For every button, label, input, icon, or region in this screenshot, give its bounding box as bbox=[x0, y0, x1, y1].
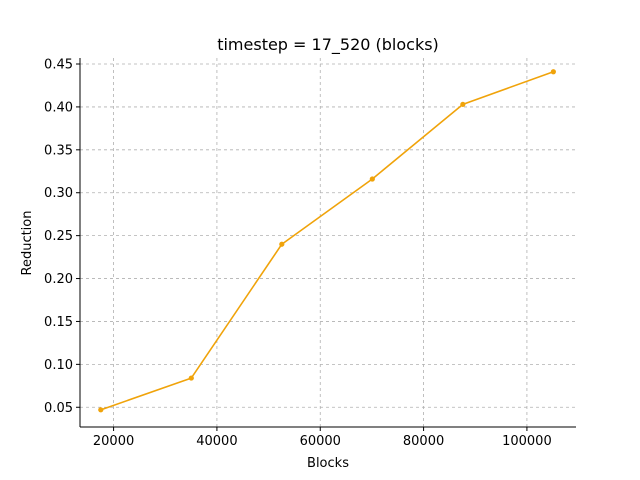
x-tick-label: 20000 bbox=[93, 434, 134, 449]
y-tick-label: 0.10 bbox=[44, 358, 73, 373]
y-tick-label: 0.15 bbox=[44, 315, 73, 330]
data-point bbox=[98, 407, 104, 413]
axes bbox=[79, 58, 576, 428]
chart-title: timestep = 17_520 (blocks) bbox=[217, 35, 439, 55]
y-tick-label: 0.40 bbox=[44, 100, 73, 115]
data-point bbox=[550, 69, 556, 75]
data-point bbox=[279, 241, 285, 247]
data-point bbox=[460, 101, 466, 107]
y-axis-label: Reduction bbox=[20, 211, 35, 276]
y-tick-label: 0.30 bbox=[44, 186, 73, 201]
x-tick-label: 40000 bbox=[196, 434, 237, 449]
y-tick-label: 0.05 bbox=[44, 401, 73, 416]
data-point bbox=[188, 375, 194, 381]
x-tick-label: 80000 bbox=[403, 434, 444, 449]
y-tick-label: 0.20 bbox=[44, 272, 73, 287]
y-tick-label: 0.45 bbox=[44, 58, 73, 73]
y-tick-label: 0.25 bbox=[44, 229, 73, 244]
x-ticks: 20000 40000 60000 80000 100000 bbox=[93, 427, 552, 449]
x-axis-label: Blocks bbox=[307, 456, 349, 471]
grid bbox=[80, 58, 576, 427]
y-ticks: 0.05 0.10 0.15 0.20 0.25 0.30 0.35 0.40 0.45 bbox=[44, 58, 80, 416]
x-tick-label: 100000 bbox=[502, 434, 552, 449]
x-tick-label: 60000 bbox=[300, 434, 341, 449]
series-line bbox=[100, 70, 554, 411]
y-tick-label: 0.35 bbox=[44, 143, 73, 158]
series bbox=[98, 69, 556, 413]
data-point bbox=[369, 176, 375, 182]
